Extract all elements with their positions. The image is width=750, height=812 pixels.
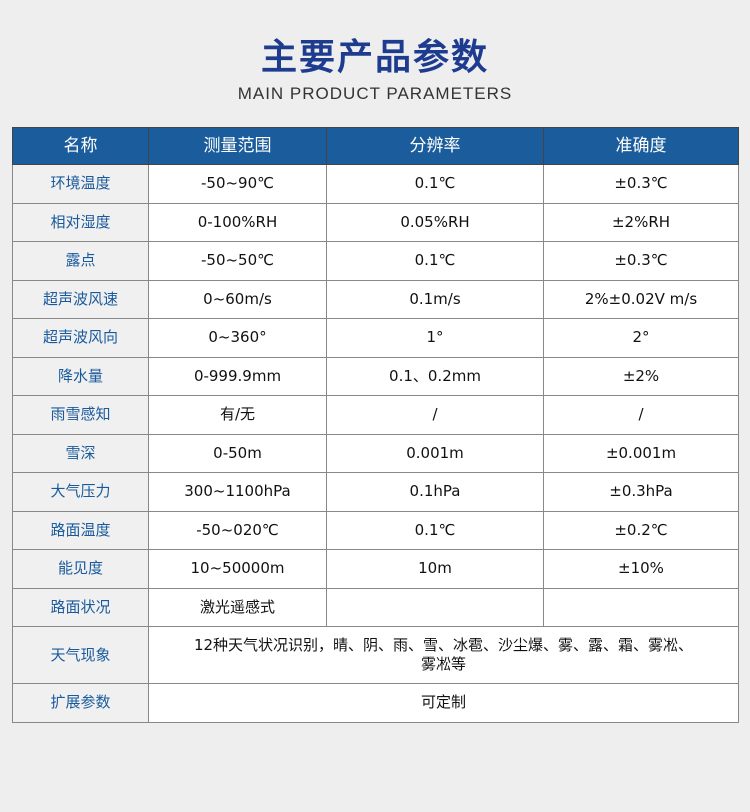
param-accuracy [543, 587, 739, 627]
param-name: 路面状况 [12, 587, 149, 627]
table-row: 降水量 0-999.9mm 0.1、0.2mm ±2% [12, 356, 739, 396]
param-range: 0~60m/s [148, 279, 327, 319]
table-row: 路面温度 -50~020℃ 0.1℃ ±0.2℃ [12, 510, 739, 550]
param-accuracy: 2%±0.02V m/s [543, 279, 739, 319]
param-range: 0-50m [148, 433, 327, 473]
param-resolution: 0.001m [326, 433, 544, 473]
param-resolution [326, 587, 544, 627]
param-resolution: 0.1℃ [326, 241, 544, 281]
param-resolution: 0.1℃ [326, 510, 544, 550]
param-range: -50~90℃ [148, 164, 327, 204]
param-name: 露点 [12, 241, 149, 281]
param-name: 雨雪感知 [12, 395, 149, 435]
param-accuracy: ±0.3hPa [543, 472, 739, 512]
param-name: 超声波风向 [12, 318, 149, 358]
param-accuracy: ±0.3℃ [543, 164, 739, 204]
table-row: 环境温度 -50~90℃ 0.1℃ ±0.3℃ [12, 164, 739, 204]
table-row: 超声波风向 0~360° 1° 2° [12, 318, 739, 358]
param-resolution: 0.1℃ [326, 164, 544, 204]
param-resolution: 0.05%RH [326, 202, 544, 242]
table-row: 超声波风速 0~60m/s 0.1m/s 2%±0.02V m/s [12, 279, 739, 319]
header-accuracy: 准确度 [543, 127, 739, 165]
param-accuracy: / [543, 395, 739, 435]
header-resolution: 分辨率 [326, 127, 544, 165]
param-accuracy: ±2% [543, 356, 739, 396]
table-row: 能见度 10~50000m 10m ±10% [12, 549, 739, 589]
table-row: 雪深 0-50m 0.001m ±0.001m [12, 433, 739, 473]
param-accuracy: ±0.001m [543, 433, 739, 473]
param-name: 降水量 [12, 356, 149, 396]
param-accuracy: 2° [543, 318, 739, 358]
table-row: 相对湿度 0-100%RH 0.05%RH ±2%RH [12, 202, 739, 242]
param-accuracy: ±10% [543, 549, 739, 589]
param-range: -50~50℃ [148, 241, 327, 281]
param-name: 天气现象 [12, 626, 149, 684]
weather-line2: 雾凇等 [420, 655, 466, 673]
param-range: 0~360° [148, 318, 327, 358]
table-row: 雨雪感知 有/无 / / [12, 395, 739, 435]
page-title: 主要产品参数 [260, 37, 489, 78]
param-name: 雪深 [12, 433, 149, 473]
param-range: -50~020℃ [148, 510, 327, 550]
param-resolution: 0.1hPa [326, 472, 544, 512]
table-header: 名称 测量范围 分辨率 准确度 [12, 127, 739, 165]
param-resolution: 0.1m/s [326, 279, 544, 319]
param-accuracy: ±2%RH [543, 202, 739, 242]
header-name: 名称 [12, 127, 149, 165]
param-range: 10~50000m [148, 549, 327, 589]
weather-line1: 12种天气状况识别，晴、阴、雨、雪、冰雹、沙尘爆、雾、露、霜、雾凇、 [193, 636, 694, 654]
extend-value: 可定制 [148, 683, 739, 723]
param-name: 能见度 [12, 549, 149, 589]
param-resolution: 10m [326, 549, 544, 589]
param-name: 超声波风速 [12, 279, 149, 319]
param-name: 环境温度 [12, 164, 149, 204]
weather-value: 12种天气状况识别，晴、阴、雨、雪、冰雹、沙尘爆、雾、露、霜、雾凇、 雾凇等 [148, 626, 739, 684]
param-accuracy: ±0.2℃ [543, 510, 739, 550]
param-range: 300~1100hPa [148, 472, 327, 512]
table-row: 天气现象 12种天气状况识别，晴、阴、雨、雪、冰雹、沙尘爆、雾、露、霜、雾凇、 雾凇… [12, 626, 739, 684]
param-resolution: 1° [326, 318, 544, 358]
param-name: 路面温度 [12, 510, 149, 550]
param-resolution: 0.1、0.2mm [326, 356, 544, 396]
param-name: 大气压力 [12, 472, 149, 512]
table-row: 大气压力 300~1100hPa 0.1hPa ±0.3hPa [12, 472, 739, 512]
header-range: 测量范围 [148, 127, 327, 165]
param-resolution: / [326, 395, 544, 435]
parameters-table: 名称 测量范围 分辨率 准确度 环境温度 -50~90℃ 0.1℃ ±0.3℃ 相对湿度… [12, 127, 739, 723]
param-range: 激光遥感式 [148, 587, 327, 627]
param-name: 相对湿度 [12, 202, 149, 242]
param-range: 有/无 [148, 395, 327, 435]
table-row: 露点 -50~50℃ 0.1℃ ±0.3℃ [12, 241, 739, 281]
param-name: 扩展参数 [12, 683, 149, 723]
param-range: 0-100%RH [148, 202, 327, 242]
param-range: 0-999.9mm [148, 356, 327, 396]
table-row: 路面状况 激光遥感式 [12, 587, 739, 627]
param-accuracy: ±0.3℃ [543, 241, 739, 281]
page-subtitle: MAIN PRODUCT PARAMETERS [237, 84, 513, 103]
table-row: 扩展参数 可定制 [12, 683, 739, 723]
